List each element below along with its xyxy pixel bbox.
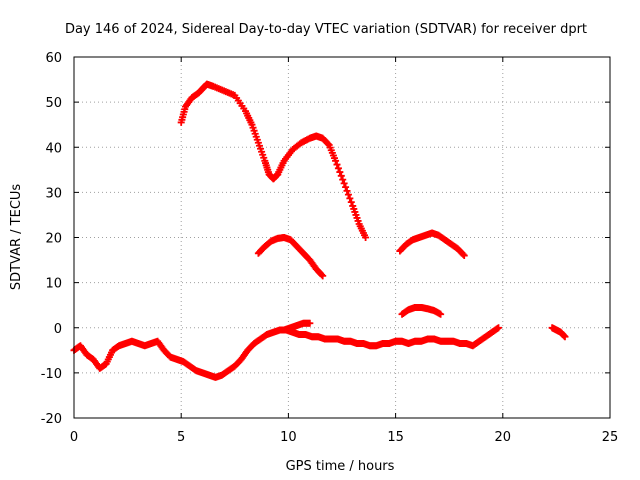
y-tick-label: 30	[45, 186, 62, 201]
series-arc-mid-1	[254, 234, 327, 280]
y-tick-label: -10	[41, 367, 62, 382]
series-arc-low-3	[398, 303, 445, 318]
data-point	[347, 198, 355, 206]
x-tick-label: 25	[602, 430, 619, 445]
data-point	[342, 183, 350, 191]
grid-lines	[74, 57, 610, 418]
y-tick-label: 20	[45, 232, 62, 247]
data-point	[362, 234, 370, 241]
data-points	[70, 80, 569, 381]
data-point	[561, 333, 569, 341]
data-point	[306, 319, 314, 327]
x-tick-label: 0	[70, 430, 78, 445]
data-point	[340, 179, 348, 187]
chart-title: Day 146 of 2024, Sidereal Day-to-day VTE…	[65, 22, 587, 37]
plot-frame	[73, 56, 611, 419]
y-tick-label: 60	[45, 51, 62, 66]
y-tick-label: 0	[54, 322, 62, 337]
data-point	[460, 252, 468, 260]
data-point	[332, 157, 340, 165]
data-point	[334, 164, 342, 172]
series-arc-mid-2	[396, 229, 468, 260]
y-tick-label: 10	[45, 277, 62, 292]
data-point	[437, 310, 445, 318]
x-tick-label: 10	[280, 430, 297, 445]
data-point	[337, 172, 345, 180]
series-baseline	[70, 324, 503, 381]
series-bump-10-11	[280, 319, 314, 334]
data-point	[344, 191, 352, 199]
x-tick-label: 5	[177, 430, 185, 445]
y-axis-label: SDTVAR / TECUs	[9, 184, 24, 291]
series-arc-high-1	[177, 80, 282, 183]
y-axis-ticks: -20 -10 0 10 20 30 40 50 60	[41, 51, 610, 427]
data-point	[333, 161, 341, 169]
x-tick-label: 15	[387, 430, 404, 445]
series-isolated-22	[548, 324, 569, 341]
y-tick-label: -20	[41, 412, 62, 427]
series-arc-high-2	[274, 132, 370, 241]
data-point	[339, 176, 347, 184]
data-point	[336, 168, 344, 176]
data-point	[324, 140, 332, 148]
data-point	[346, 194, 354, 202]
data-point	[459, 250, 467, 258]
data-point	[495, 324, 503, 332]
data-point	[318, 271, 326, 279]
x-axis-label: GPS time / hours	[286, 459, 395, 474]
data-point	[319, 272, 327, 280]
x-tick-label: 20	[495, 430, 512, 445]
y-tick-label: 50	[45, 96, 62, 111]
y-tick-label: 40	[45, 141, 62, 156]
x-axis-ticks: 0 5 10 15 20 25	[70, 57, 618, 445]
data-point	[343, 187, 351, 195]
